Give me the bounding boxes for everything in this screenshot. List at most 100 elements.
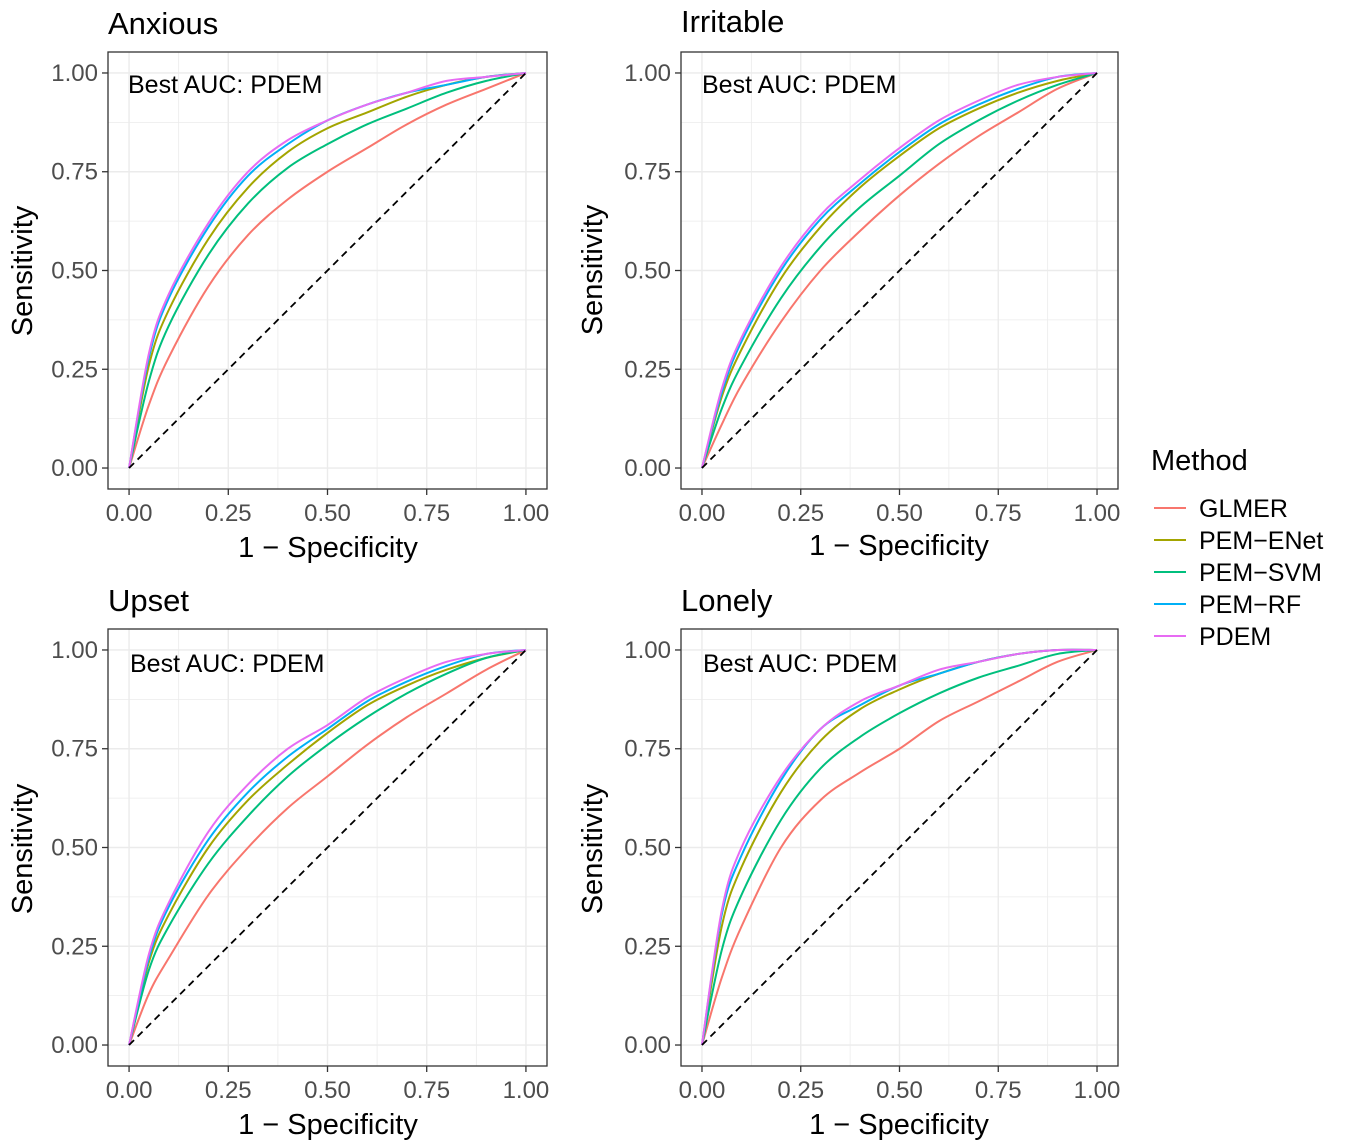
- legend-title: Method: [1151, 445, 1248, 477]
- y-tick-label: 0.25: [624, 356, 671, 383]
- roc-curve-pdem: [128, 648, 527, 1046]
- y-tick-label: 0.75: [624, 736, 671, 763]
- y-axis-title: Sensitivity: [7, 205, 39, 336]
- y-tick-label: 0.25: [624, 933, 671, 960]
- y-tick-label: 1.00: [624, 60, 671, 87]
- panel-title: Anxious: [108, 6, 218, 41]
- y-tick-label: 0.50: [624, 835, 671, 862]
- y-axis-ticks: 0.00 0.25 0.50 0.75 1.00: [51, 60, 108, 482]
- roc-curve-pem-rf: [128, 648, 527, 1046]
- x-tick-label: 0.25: [205, 500, 252, 527]
- y-axis-ticks: 0.00 0.25 0.50 0.75 1.00: [624, 637, 681, 1059]
- best-auc-annotation: Best AUC: PDEM: [702, 71, 897, 99]
- legend-label-pem-enet: PEM−ENet: [1199, 527, 1323, 555]
- panel-anxious: Anxious Best AUC: PDEM 0.00 0.25 0.50 0.75 1…: [7, 6, 549, 564]
- x-tick-label: 0.50: [876, 500, 923, 527]
- legend-entry-pdem: PDEM: [1154, 623, 1271, 651]
- legend-label-pem-rf: PEM−RF: [1199, 591, 1301, 619]
- reference-diagonal: [701, 72, 1098, 469]
- x-tick-label: 0.25: [777, 1077, 824, 1104]
- y-tick-label: 0.75: [51, 736, 98, 763]
- legend-label-pdem: PDEM: [1199, 623, 1271, 651]
- x-tick-label: 0.25: [777, 500, 824, 527]
- roc-curve-glmer: [128, 72, 527, 469]
- y-tick-label: 0.00: [624, 455, 671, 482]
- y-tick-label: 0.75: [624, 159, 671, 186]
- panel-upset: Upset Best AUC: PDEM 0.00 0.25 0.50 0.75 1.0…: [7, 583, 549, 1141]
- x-tick-label: 0.00: [679, 1077, 726, 1104]
- x-axis-ticks: 0.00 0.25 0.50 0.75 1.00: [106, 489, 550, 527]
- x-tick-label: 1.00: [1074, 1077, 1121, 1104]
- x-tick-label: 0.00: [679, 500, 726, 527]
- x-axis-title: 1 − Specificity: [809, 530, 989, 562]
- legend: Method GLMER PEM−ENet PEM−SVM PEM−RF PDE…: [1151, 445, 1323, 651]
- y-tick-label: 0.00: [624, 1032, 671, 1059]
- roc-curve-pem-svm: [128, 71, 527, 469]
- x-axis-ticks: 0.00 0.25 0.50 0.75 1.00: [106, 1066, 550, 1104]
- panel-irritable: Irritable Best AUC: PDEM 0.00 0.25 0.50 0.7…: [577, 4, 1120, 562]
- reference-diagonal: [128, 649, 527, 1046]
- roc-curve-pem-enet: [701, 71, 1098, 469]
- x-tick-label: 0.50: [304, 1077, 351, 1104]
- panel-title: Lonely: [681, 583, 773, 618]
- x-axis-title: 1 − Specificity: [238, 1109, 418, 1141]
- series-group: [128, 648, 527, 1046]
- roc-curve-pem-svm: [701, 72, 1098, 469]
- y-axis-title: Sensitivity: [577, 204, 609, 335]
- panel-title: Irritable: [681, 4, 784, 39]
- roc-curve-pem-svm: [128, 648, 527, 1046]
- y-axis-ticks: 0.00 0.25 0.50 0.75 1.00: [624, 60, 681, 482]
- x-tick-label: 0.75: [403, 1077, 450, 1104]
- y-tick-label: 1.00: [624, 637, 671, 664]
- x-tick-label: 1.00: [1074, 500, 1121, 527]
- y-tick-label: 0.50: [624, 258, 671, 285]
- y-tick-label: 1.00: [51, 637, 98, 664]
- roc-curve-pem-svm: [700, 648, 1098, 1046]
- x-tick-label: 0.75: [975, 1077, 1022, 1104]
- series-group: [701, 71, 1098, 469]
- panel-title: Upset: [108, 583, 189, 618]
- roc-curve-pdem: [700, 648, 1098, 1046]
- legend-label-pem-svm: PEM−SVM: [1199, 559, 1322, 587]
- grid: [108, 629, 547, 1066]
- x-tick-label: 1.00: [503, 500, 550, 527]
- series-group: [700, 648, 1098, 1046]
- x-axis-title: 1 − Specificity: [238, 532, 418, 564]
- y-tick-label: 0.25: [51, 933, 98, 960]
- reference-diagonal: [701, 649, 1098, 1046]
- x-axis-title: 1 − Specificity: [809, 1109, 989, 1141]
- x-axis-ticks: 0.00 0.25 0.50 0.75 1.00: [679, 1066, 1121, 1104]
- x-tick-label: 0.50: [304, 500, 351, 527]
- x-tick-label: 0.75: [403, 500, 450, 527]
- roc-curve-glmer: [701, 72, 1098, 469]
- roc-curve-pem-rf: [701, 71, 1098, 469]
- roc-curve-glmer: [701, 649, 1098, 1046]
- y-tick-label: 0.25: [51, 356, 98, 383]
- roc-curve-pem-rf: [128, 71, 527, 469]
- legend-entry-glmer: GLMER: [1154, 495, 1288, 523]
- x-axis-ticks: 0.00 0.25 0.50 0.75 1.00: [679, 489, 1121, 527]
- legend-entry-pem-rf: PEM−RF: [1154, 591, 1301, 619]
- legend-entry-pem-svm: PEM−SVM: [1154, 559, 1322, 587]
- best-auc-annotation: Best AUC: PDEM: [128, 71, 323, 99]
- legend-label-glmer: GLMER: [1199, 495, 1288, 523]
- series-group: [128, 71, 527, 469]
- best-auc-annotation: Best AUC: PDEM: [703, 650, 898, 678]
- roc-curve-pdem: [701, 71, 1098, 469]
- x-tick-label: 1.00: [503, 1077, 550, 1104]
- y-tick-label: 0.50: [51, 835, 98, 862]
- legend-entry-pem-enet: PEM−ENet: [1154, 527, 1323, 555]
- x-tick-label: 0.25: [205, 1077, 252, 1104]
- x-tick-label: 0.00: [106, 500, 153, 527]
- roc-curve-pdem: [128, 71, 527, 469]
- y-axis-title: Sensitivity: [577, 783, 609, 914]
- y-axis-ticks: 0.00 0.25 0.50 0.75 1.00: [51, 637, 108, 1059]
- y-tick-label: 0.50: [51, 258, 98, 285]
- y-tick-label: 0.75: [51, 159, 98, 186]
- y-tick-label: 0.00: [51, 1032, 98, 1059]
- y-tick-label: 1.00: [51, 60, 98, 87]
- x-tick-label: 0.75: [975, 500, 1022, 527]
- x-tick-label: 0.00: [106, 1077, 153, 1104]
- x-tick-label: 0.50: [876, 1077, 923, 1104]
